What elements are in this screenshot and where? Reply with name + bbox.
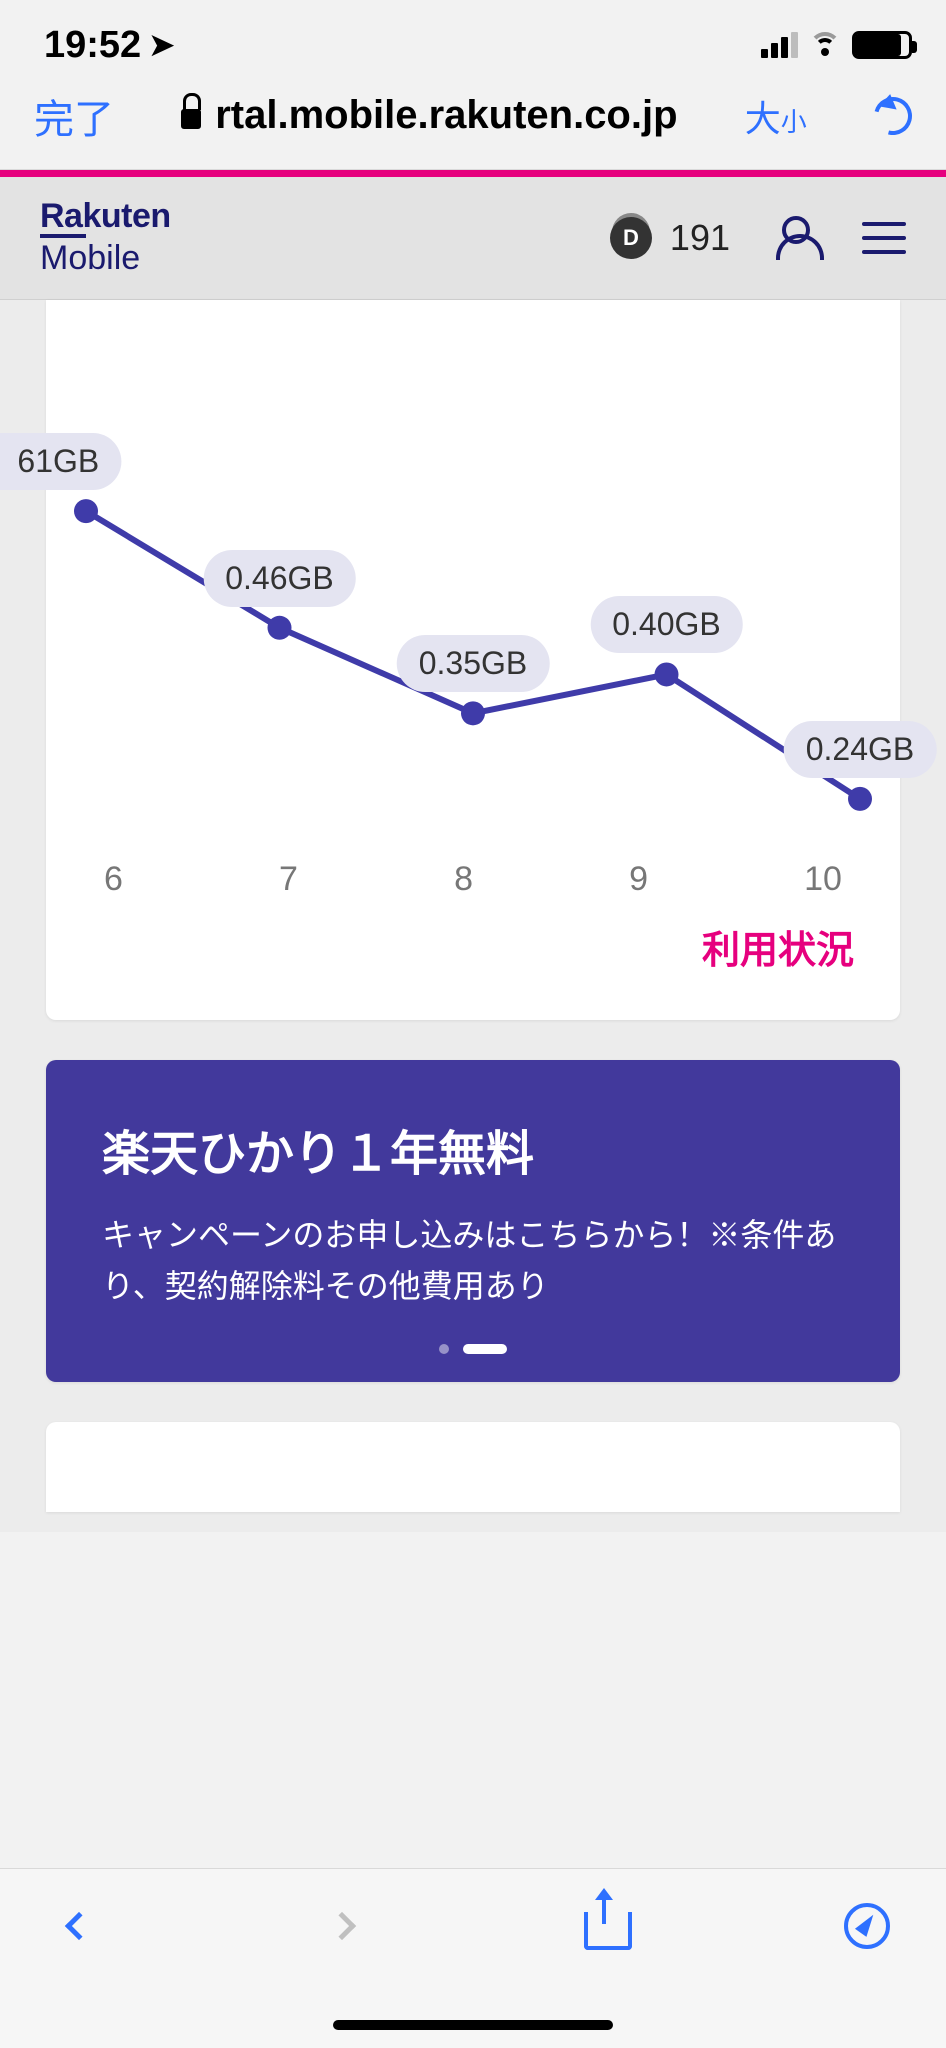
page-content: 6 7 8 9 10 61GB 0.46GB 0.35GB 0.40GB 0.24GB 利用状況… (0, 300, 946, 1532)
chart-value-badge: 61GB (0, 433, 121, 490)
promo-banner[interactable]: 楽天ひかり１年無料 キャンペーンのお申し込みはこちらから！※条件あり、契約解除料… (46, 1060, 900, 1382)
pager-dot[interactable] (463, 1344, 507, 1354)
chart-x-label: 8 (454, 860, 473, 899)
text-size-button[interactable]: 大小 (745, 90, 807, 142)
points-badge-icon: D (610, 217, 652, 259)
cell-signal-icon (761, 32, 798, 58)
app-header: Rakuten Mobile D 191 (0, 177, 946, 300)
brand-accent-bar (0, 170, 946, 177)
promo-title: 楽天ひかり１年無料 (102, 1114, 844, 1184)
user-icon[interactable] (776, 216, 816, 260)
forward-button (317, 1901, 367, 1951)
next-card-placeholder (46, 1422, 900, 1512)
done-button[interactable]: 完了 (34, 87, 114, 145)
promo-body: キャンペーンのお申し込みはこちらから！※条件あり、契約解除料その他費用あり (102, 1210, 844, 1312)
share-button[interactable] (579, 1901, 629, 1951)
safari-compass-button[interactable] (842, 1901, 892, 1951)
hamburger-menu-icon[interactable] (862, 222, 906, 254)
chart-x-label: 7 (279, 860, 298, 899)
battery-icon (852, 31, 912, 59)
chart-x-label: 6 (104, 860, 123, 899)
url-display[interactable]: rtal.mobile.rakuten.co.jp (181, 93, 677, 138)
promo-pager-dots[interactable] (439, 1344, 507, 1354)
points-value: 191 (670, 217, 730, 259)
safari-address-bar: 完了 rtal.mobile.rakuten.co.jp 大小 (0, 90, 946, 170)
status-time: 19:52 (44, 24, 141, 67)
logo-bottom-text: Mobile (40, 241, 171, 277)
chart-value-badge: 0.24GB (784, 721, 937, 778)
rakuten-mobile-logo[interactable]: Rakuten Mobile (40, 199, 171, 276)
points-display[interactable]: D 191 (610, 217, 730, 259)
chart-value-badge: 0.35GB (397, 635, 550, 692)
home-indicator[interactable] (333, 2020, 613, 2030)
chart-value-badge: 0.40GB (590, 596, 743, 653)
usage-status-link[interactable]: 利用状況 (702, 919, 854, 974)
lock-icon (181, 103, 201, 129)
reload-icon[interactable] (867, 90, 919, 142)
ios-status-bar: 19:52 ➤ (0, 0, 946, 90)
wifi-icon (808, 32, 842, 58)
data-usage-card: 678910 61GB0.46GB0.35GB0.40GB0.24GB 利用状況 (46, 300, 900, 1020)
url-text: rtal.mobile.rakuten.co.jp (215, 93, 677, 138)
chart-x-label: 10 (804, 860, 842, 899)
chart-x-label: 9 (629, 860, 648, 899)
location-services-icon: ➤ (149, 28, 174, 63)
pager-dot[interactable] (439, 1344, 449, 1354)
back-button[interactable] (54, 1901, 104, 1951)
usage-line-chart: 678910 61GB0.46GB0.35GB0.40GB0.24GB (46, 300, 900, 970)
chart-value-badge: 0.46GB (203, 550, 356, 607)
logo-top-text: Rakuten (40, 199, 171, 235)
